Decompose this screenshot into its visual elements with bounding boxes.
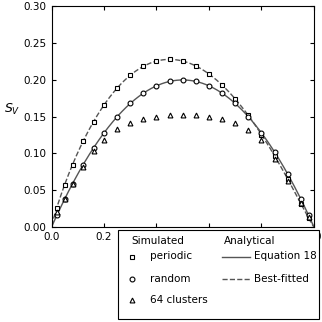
Text: Equation 18: Equation 18 bbox=[254, 251, 317, 261]
Text: random: random bbox=[150, 274, 190, 284]
Text: Simulated: Simulated bbox=[132, 236, 185, 246]
Text: 64 clusters: 64 clusters bbox=[150, 295, 207, 305]
X-axis label: $V_V$: $V_V$ bbox=[174, 245, 191, 260]
Text: periodic: periodic bbox=[150, 251, 192, 261]
Text: Best-fitted: Best-fitted bbox=[254, 274, 309, 284]
Y-axis label: $S_V$: $S_V$ bbox=[4, 102, 21, 117]
Text: Analytical: Analytical bbox=[224, 236, 276, 246]
